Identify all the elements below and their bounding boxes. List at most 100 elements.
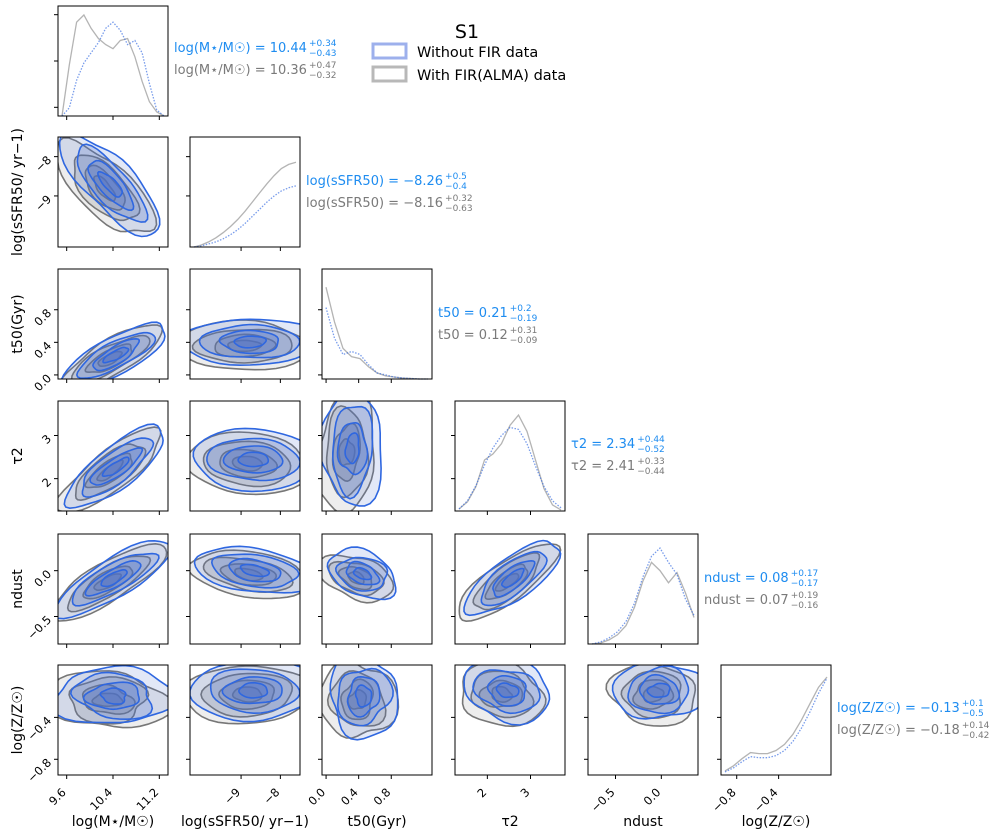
contour-with-level-4 — [494, 572, 520, 592]
legend-with-label: With FIR(ALMA) data — [417, 68, 566, 84]
x-tick-label: −0.5 — [588, 785, 618, 815]
median-minus-error: −0.52 — [637, 445, 665, 455]
contour-without-level-4 — [352, 566, 373, 581]
median-annotation-t50: t50 = 0.21 t50 = 0.12 +0.2−0.19 +0.31−0.09 — [438, 304, 538, 346]
chart-title: S1 — [455, 21, 479, 43]
x-tick-label: 3 — [518, 785, 533, 800]
median-minus-error: −0.42 — [962, 731, 990, 741]
y-tick-label: 0.0 — [31, 567, 54, 590]
contour-with-level-1 — [58, 137, 158, 233]
contour-group — [605, 665, 698, 727]
contour-with-level-4 — [642, 685, 665, 704]
median-with-value: log(sSFR50) = −8.16 — [306, 196, 443, 211]
y-tick-label: 2 — [39, 475, 54, 490]
x-tick-label: 0.4 — [338, 785, 361, 808]
median-with-value: τ2 = 2.41 — [571, 459, 635, 474]
median-plus-error: +0.47 — [309, 61, 337, 71]
x-tick-label: 10.4 — [87, 785, 115, 813]
kde-logMstar — [61, 13, 165, 117]
median-plus-error: +0.1 — [962, 699, 984, 709]
median-plus-error: +0.17 — [791, 569, 819, 579]
median-plus-error: +0.32 — [445, 194, 473, 204]
y-tick-label: −8 — [32, 153, 54, 175]
kde-with-line — [193, 161, 297, 248]
y-tick-label: 0.8 — [31, 306, 54, 329]
contour-without-level-1 — [463, 539, 562, 617]
median-minus-error: −0.5 — [962, 709, 984, 719]
kde-tau2 — [458, 413, 562, 511]
x-tick-label: 0.0 — [641, 785, 664, 808]
median-minus-error: −0.44 — [637, 467, 665, 477]
y-axis-label-tau2: τ2 — [10, 447, 26, 464]
median-annotation-tau2: τ2 = 2.34 τ2 = 2.41 +0.44−0.52 +0.33−0.44 — [571, 435, 665, 477]
contour-without-level-1 — [463, 665, 551, 726]
y-axis-label-logZ: log(Z/Z☉) — [10, 686, 26, 755]
median-plus-error: +0.5 — [445, 172, 467, 182]
kde-without-line — [61, 21, 165, 117]
x-axis-label-t50: t50(Gyr) — [347, 814, 406, 830]
contour-group — [190, 545, 300, 600]
contour-without-level-4 — [233, 335, 268, 349]
contour-without-level-3 — [87, 159, 135, 212]
contour-group — [190, 427, 300, 496]
y-axis-label-ndust: ndust — [10, 569, 26, 609]
kde-without-line — [458, 426, 562, 510]
x-tick-label: 0.0 — [305, 785, 328, 808]
median-with-value: log(M⋆/M☉) = 10.36 — [174, 63, 307, 78]
contour-without-level-1 — [58, 137, 161, 238]
contour-without-level-4 — [101, 456, 130, 477]
kde-with-line — [458, 413, 562, 511]
contour-without-level-3 — [84, 559, 142, 597]
panel-frame — [321, 268, 433, 380]
x-axis-label-logsSFR50: log(sSFR50/ yr−1) — [181, 814, 309, 830]
y-tick-label: −0.8 — [24, 756, 54, 786]
panel-frame — [587, 664, 699, 776]
contours-logZ-vs-logsSFR50 — [190, 665, 300, 725]
contour-group — [58, 423, 164, 511]
contour-without-level-4 — [97, 171, 123, 198]
contour-group — [322, 665, 400, 741]
panel-frame — [321, 533, 433, 645]
y-tick-label: −0.5 — [24, 613, 54, 643]
median-without-value: log(M⋆/M☉) = 10.44 — [174, 41, 307, 56]
contours-tau2-vs-logMstar — [58, 423, 164, 511]
contours-tau2-vs-logsSFR50 — [190, 427, 300, 496]
y-axis-label-logsSFR50: log(sSFR50/ yr−1) — [10, 128, 26, 256]
contour-with-level-4 — [91, 692, 124, 708]
contour-without-level-2 — [480, 550, 548, 607]
kde-with-line — [724, 676, 828, 772]
contour-without-level-2 — [209, 668, 300, 715]
contours-ndust-vs-logsSFR50 — [190, 545, 300, 600]
median-minus-error: −0.4 — [445, 182, 467, 192]
contour-without-level-2 — [75, 331, 157, 379]
median-without-value: ndust = 0.08 — [704, 571, 789, 586]
panel-frame — [454, 400, 566, 512]
kde-without-line — [325, 307, 428, 380]
median-without-value: log(sSFR50) = −8.26 — [306, 174, 443, 189]
contour-without-level-3 — [638, 673, 681, 706]
contour-with-level-2 — [470, 670, 535, 719]
panel-frame — [189, 268, 301, 380]
median-without-value: log(Z/Z☉) = −0.13 — [837, 701, 960, 716]
x-axis-label-logZ: log(Z/Z☉) — [742, 814, 811, 830]
median-minus-error: −0.19 — [510, 314, 538, 324]
contours-ndust-vs-tau2 — [458, 539, 562, 623]
x-axis-label-logMstar: log(M⋆/M☉) — [72, 814, 154, 830]
contour-with-level-4 — [227, 339, 263, 353]
contour-without-level-3 — [486, 675, 527, 707]
contour-with-level-4 — [231, 455, 264, 472]
contour-without-level-2 — [206, 437, 300, 482]
contour-with-level-1 — [190, 431, 300, 496]
y-tick-label: 0.4 — [31, 339, 54, 362]
kde-with-line — [591, 561, 695, 645]
median-minus-error: −0.17 — [791, 579, 819, 589]
contour-without-level-3 — [336, 421, 369, 476]
median-without-value: t50 = 0.21 — [438, 306, 508, 321]
x-tick-label: 2 — [474, 785, 489, 800]
kde-t50 — [325, 287, 428, 380]
contours-logsSFR50-vs-logMstar — [58, 137, 161, 238]
kde-logsSFR50 — [193, 161, 297, 248]
contours-ndust-vs-t50 — [322, 546, 397, 604]
